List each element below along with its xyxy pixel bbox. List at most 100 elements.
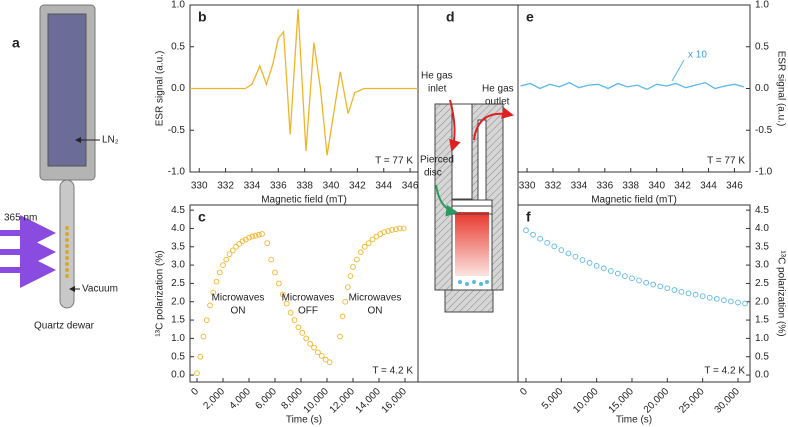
y-tick-label: 0.0 — [171, 370, 185, 381]
panel-letter: f — [526, 209, 531, 225]
data-point — [249, 233, 256, 240]
data-point — [396, 225, 403, 232]
data-point — [315, 349, 321, 356]
data-point — [389, 227, 395, 233]
data-point — [264, 240, 271, 246]
vacuum-label: Vacuum — [82, 284, 118, 295]
y-tick-label: 2.5 — [171, 278, 185, 289]
data-point — [233, 243, 239, 250]
data-point — [213, 278, 220, 285]
data-point — [636, 277, 642, 284]
panel-letter: b — [198, 9, 207, 25]
y-tick-label: 0.0 — [171, 83, 185, 94]
y-tick-label: -1.0 — [755, 167, 773, 178]
data-line — [190, 9, 418, 156]
x-tick-label: 334 — [571, 181, 588, 192]
data-point — [299, 330, 306, 336]
data-point — [650, 281, 657, 288]
data-point — [671, 287, 678, 293]
x-axis-label: Magnetic field (mT) — [261, 195, 347, 206]
data-point — [699, 293, 706, 300]
x-tick-label: 346 — [726, 181, 743, 192]
x-tick-label: 340 — [323, 181, 340, 192]
y-axis-label: ESR signal (a.u.) — [155, 51, 166, 127]
y-tick-label: 3.5 — [755, 241, 769, 252]
data-point — [593, 262, 600, 269]
panel-letter: a — [12, 35, 20, 51]
x-tick-label: 25,000 — [677, 386, 707, 416]
x-tick-label: 5,000 — [540, 386, 566, 412]
y-axis-label: ESR signal (a.u.) — [775, 51, 786, 127]
data-point — [385, 228, 391, 234]
data-point — [268, 256, 274, 263]
x-tick-label: 342 — [674, 181, 691, 192]
x-tick-label: 2,000 — [202, 386, 228, 412]
data-point — [354, 256, 360, 263]
y-tick-label: 1.5 — [755, 315, 769, 326]
data-point — [207, 302, 213, 309]
x-tick-label: 30,000 — [713, 386, 743, 416]
x-tick-label: 20,000 — [642, 386, 672, 416]
data-point — [216, 269, 223, 276]
data-point — [373, 233, 380, 240]
data-point — [311, 344, 317, 351]
data-point — [194, 370, 200, 377]
annotation: Microwaves — [349, 293, 402, 304]
annotation: ON — [368, 306, 383, 317]
x-tick-label: 338 — [622, 181, 639, 192]
wavelength-label: 365 nm — [4, 213, 37, 224]
y-tick-label: -0.5 — [755, 125, 773, 136]
data-point — [322, 356, 329, 363]
y-tick-label: 4.5 — [755, 205, 769, 216]
data-point — [544, 239, 551, 246]
data-point — [713, 295, 720, 302]
panel-letter: e — [526, 9, 534, 25]
annotation: Microwaves — [282, 293, 335, 304]
x-tick-label: 16,000 — [380, 386, 410, 416]
data-point — [607, 268, 614, 274]
data-point — [276, 280, 282, 287]
x-axis-label: Time (s) — [616, 415, 652, 426]
data-point — [551, 243, 558, 250]
data-point — [342, 298, 349, 305]
x-tick-label: 15,000 — [607, 386, 637, 416]
data-point — [600, 265, 607, 272]
y-tick-label: -1.0 — [168, 167, 186, 178]
plot-frame — [189, 204, 419, 383]
data-point — [558, 247, 565, 253]
data-point — [318, 353, 325, 359]
data-point — [252, 232, 259, 239]
y-tick-label: 4.5 — [171, 205, 185, 216]
x-tick-label: 338 — [296, 181, 313, 192]
annotation: ON — [231, 306, 246, 317]
annotation-arrow — [671, 59, 685, 82]
data-point — [629, 275, 635, 282]
data-point — [291, 317, 298, 323]
disc-label: disc — [424, 168, 442, 179]
data-point — [369, 236, 376, 243]
x-tick-label: 14,000 — [354, 386, 384, 416]
x-tick-label: 330 — [191, 181, 208, 192]
data-point — [657, 283, 664, 290]
caption: Quartz dewar — [34, 321, 95, 332]
y-tick-label: 3.0 — [755, 260, 769, 271]
y-tick-label: 0.5 — [171, 41, 185, 52]
dewar-diagram: a LN₂ 365 nm Vacuum Quartz dewar — [0, 4, 119, 332]
panel-letter: d — [446, 9, 455, 25]
data-point — [226, 251, 233, 257]
data-point — [220, 262, 226, 268]
y-tick-label: 3.5 — [171, 241, 185, 252]
y-tick-label: 1.0 — [171, 333, 185, 344]
frame — [417, 4, 519, 383]
data-point — [347, 273, 354, 279]
data-point — [246, 234, 252, 241]
data-point — [579, 257, 586, 263]
x-tick-label: 332 — [217, 181, 234, 192]
temperature-label: T = 4.2 K — [704, 366, 745, 377]
x-axis-label: Time (s) — [286, 415, 322, 426]
x-tick-label: 4,000 — [228, 386, 254, 412]
data-point — [664, 285, 671, 292]
data-point — [210, 289, 217, 296]
temperature-label: T = 4.2 K — [372, 366, 413, 377]
y-tick-label: 0.0 — [755, 83, 769, 94]
